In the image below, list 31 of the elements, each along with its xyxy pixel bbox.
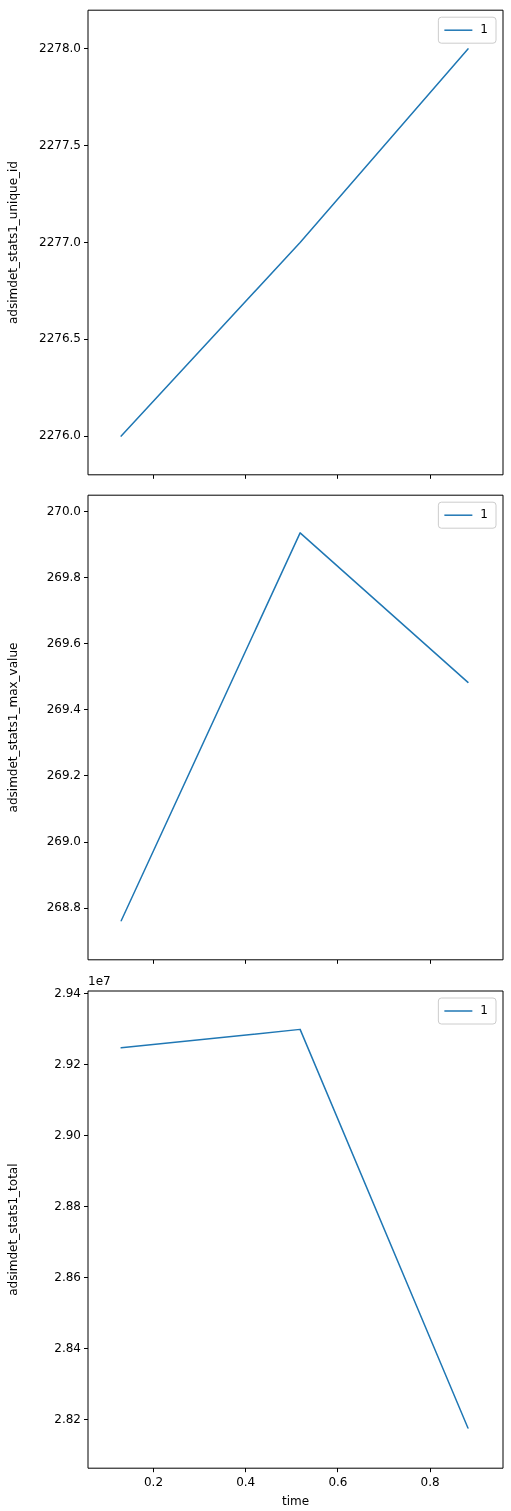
y-tick-label: 268.8 xyxy=(46,900,81,915)
y-axis-title: adsimdet_stats1_total xyxy=(6,1163,21,1296)
legend-label: 1 xyxy=(480,507,489,522)
y-tick-label: 2.84 xyxy=(54,1340,81,1355)
x-tick-label: 0.2 xyxy=(143,1474,164,1489)
x-tick-label: 0.4 xyxy=(236,1474,256,1489)
y-tick-label: 2.90 xyxy=(54,1127,81,1142)
y-tick-label: 2278.0 xyxy=(39,41,81,56)
y-tick-label: 270.0 xyxy=(46,503,81,518)
y-tick-label: 269.2 xyxy=(46,768,81,783)
y-tick-label: 2.92 xyxy=(54,1056,81,1071)
x-tick-label: 0.6 xyxy=(328,1474,348,1489)
y-tick-label: 269.8 xyxy=(46,569,81,584)
y-tick-label: 269.0 xyxy=(46,834,81,849)
y-tick-label: 2276.5 xyxy=(39,331,81,346)
y-tick-label: 269.6 xyxy=(46,635,81,650)
y-tick-label: 2276.0 xyxy=(39,428,81,443)
y-tick-label: 2.82 xyxy=(54,1412,81,1426)
x-axis-title: time xyxy=(281,1493,310,1508)
y-tick-label: 2.86 xyxy=(54,1269,81,1284)
x-tick-label: 0.8 xyxy=(420,1474,440,1489)
y-tick-label: 2277.5 xyxy=(39,137,81,152)
y-tick-label: 2.94 xyxy=(54,985,81,1000)
legend-label: 1 xyxy=(480,1003,489,1018)
y-tick-label: 2.88 xyxy=(54,1198,81,1213)
text: 1e7 xyxy=(88,974,111,989)
y-tick-label: 2277.0 xyxy=(39,234,81,249)
legend-label: 1 xyxy=(480,22,489,37)
y-axis-title: adsimdet_stats1_max_value xyxy=(6,642,21,813)
y-axis-title: adsimdet_stats1_unique_id xyxy=(6,161,21,324)
y-tick-label: 269.4 xyxy=(46,701,81,716)
